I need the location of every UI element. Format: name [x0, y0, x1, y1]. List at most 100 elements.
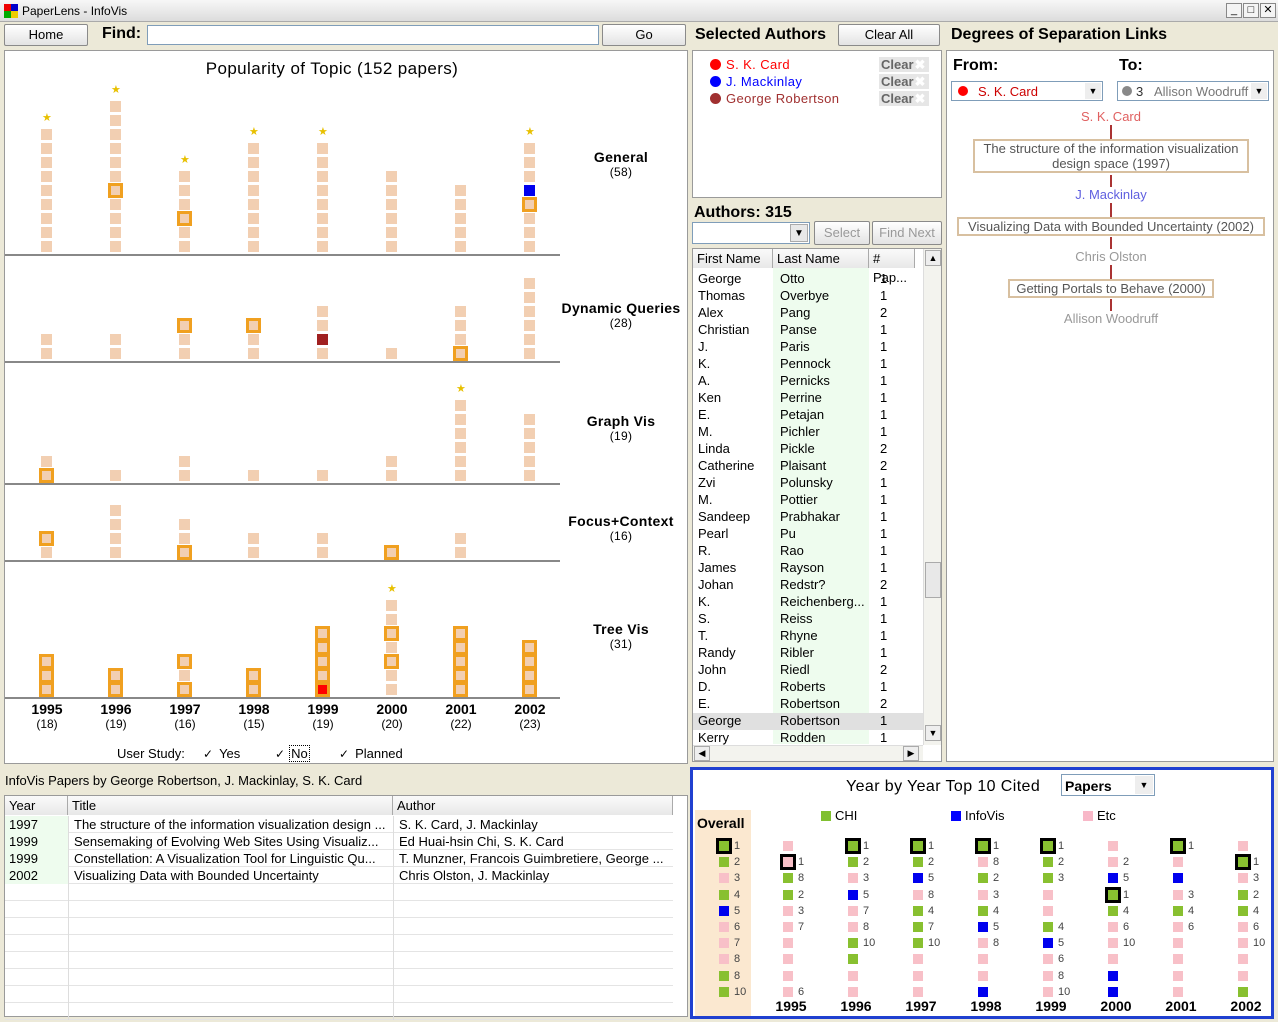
paper-square[interactable] [453, 654, 468, 669]
paper-square[interactable] [39, 468, 54, 483]
cited-paper-square[interactable] [848, 857, 858, 868]
cited-paper-square[interactable] [1043, 954, 1053, 965]
paper-square[interactable] [386, 614, 397, 625]
topic-label[interactable]: Tree Vis (31) [556, 621, 686, 651]
paper-square[interactable] [524, 306, 535, 317]
paper-square[interactable] [455, 199, 466, 210]
cited-paper-square[interactable] [978, 938, 988, 949]
paper-square[interactable] [386, 199, 397, 210]
cited-paper-square[interactable] [1238, 922, 1248, 932]
year-label[interactable]: 1995 (18) [22, 701, 72, 731]
author-row[interactable]: K. Reichenberg... 1 [693, 594, 923, 611]
chevron-down-icon[interactable]: ▼ [1085, 83, 1101, 99]
year-label[interactable]: 1998 (15) [229, 701, 279, 731]
paper-square[interactable] [110, 143, 121, 154]
paper-square[interactable] [455, 213, 466, 224]
paper-square[interactable] [41, 171, 52, 182]
author-row[interactable]: J. Paris 1 [693, 339, 923, 356]
to-select[interactable]: 3 Allison Woodruff ▼ [1117, 81, 1269, 101]
authors-vscrollbar[interactable]: ▲ ▼ [923, 249, 941, 745]
paper-square[interactable] [453, 346, 468, 361]
paper-square[interactable] [179, 241, 190, 252]
col-title[interactable]: Title [68, 796, 393, 815]
cited-paper-square[interactable] [1173, 938, 1183, 949]
cited-paper-square[interactable] [978, 970, 988, 981]
cited-paper-square[interactable] [719, 905, 729, 916]
no-checkbox-check-icon[interactable]: ✓ [275, 747, 286, 761]
paper-square[interactable] [455, 227, 466, 238]
paper-square[interactable] [524, 414, 535, 425]
cited-paper-square[interactable] [1173, 970, 1183, 981]
paper-square[interactable] [524, 143, 535, 154]
paper-square[interactable] [317, 213, 328, 224]
paper-square[interactable] [41, 227, 52, 238]
paper-square[interactable] [315, 640, 330, 655]
author-node[interactable]: J. Mackinlay [1075, 187, 1147, 202]
paper-square[interactable] [110, 101, 121, 112]
paper-row[interactable]: 1999 Constellation: A Visualization Tool … [5, 850, 673, 867]
author-row[interactable]: Sandeep Prabhakar 1 [693, 509, 923, 526]
cited-paper-square[interactable] [848, 970, 858, 981]
paper-square[interactable] [524, 292, 535, 303]
cited-paper-square[interactable] [848, 938, 858, 949]
cited-paper-square[interactable] [913, 905, 923, 916]
paper-square[interactable] [248, 213, 259, 224]
paper-square[interactable] [248, 143, 259, 154]
cited-paper-square[interactable] [1108, 922, 1118, 932]
author-row[interactable]: R. Rao 1 [693, 543, 923, 560]
author-row[interactable]: Zvi Polunsky 1 [693, 475, 923, 492]
paper-square[interactable] [386, 670, 397, 681]
paper-square[interactable] [524, 157, 535, 168]
cited-paper-square[interactable] [978, 889, 988, 900]
paper-square[interactable] [455, 470, 466, 481]
paper-square[interactable] [386, 185, 397, 196]
year-label[interactable]: 1996 (19) [91, 701, 141, 731]
paper-square[interactable] [317, 348, 328, 359]
scroll-up-icon[interactable]: ▲ [925, 250, 941, 266]
cited-paper-square[interactable] [719, 970, 729, 981]
scroll-right-icon[interactable]: ▶ [903, 746, 919, 761]
paper-square[interactable] [41, 129, 52, 140]
author-node[interactable]: Chris Olston [1075, 249, 1147, 264]
cited-paper-square[interactable] [978, 922, 988, 932]
top-cited-marker[interactable] [845, 838, 861, 854]
paper-square[interactable] [524, 470, 535, 481]
paper-square[interactable] [248, 199, 259, 210]
cited-paper-square[interactable] [719, 889, 729, 900]
paper-square[interactable] [317, 227, 328, 238]
author-row[interactable]: E. Petajan 1 [693, 407, 923, 424]
paper-square[interactable] [384, 545, 399, 560]
year-label[interactable]: 2000 (20) [367, 701, 417, 731]
cited-paper-square[interactable] [1238, 970, 1248, 981]
paper-square[interactable] [41, 157, 52, 168]
paper-square[interactable] [524, 428, 535, 439]
scroll-left-icon[interactable]: ◀ [694, 746, 710, 761]
year-label[interactable]: 2002 (23) [505, 701, 555, 731]
maximize-button[interactable]: □ [1243, 3, 1259, 18]
paper-square[interactable] [386, 227, 397, 238]
cited-paper-square[interactable] [978, 873, 988, 884]
paper-square[interactable] [455, 456, 466, 467]
paper-square[interactable] [455, 400, 466, 411]
paper-square[interactable] [179, 456, 190, 467]
paper-square[interactable] [524, 213, 535, 224]
author-search-dropdown[interactable]: ▼ [692, 222, 810, 244]
paper-square[interactable] [524, 278, 535, 289]
author-row[interactable]: A. Pernicks 1 [693, 373, 923, 390]
cited-paper-square[interactable] [1043, 970, 1053, 981]
select-button[interactable]: Select [814, 221, 870, 245]
author-row[interactable]: George Robertson 1 [693, 713, 923, 730]
paper-square[interactable] [179, 519, 190, 530]
find-next-button[interactable]: Find Next [872, 221, 942, 245]
cited-paper-square[interactable] [719, 857, 729, 868]
paper-row[interactable]: 2002 Visualizing Data with Bounded Uncert… [5, 867, 673, 884]
author-row[interactable]: M. Pichler 1 [693, 424, 923, 441]
paper-square[interactable] [41, 143, 52, 154]
cited-paper-square[interactable] [913, 986, 923, 997]
paper-square[interactable] [110, 171, 121, 182]
author-row[interactable]: Kerry Rodden 1 [693, 730, 923, 747]
clear-all-button[interactable]: Clear All [838, 24, 940, 46]
cited-paper-square[interactable] [1173, 873, 1183, 884]
top-cited-marker[interactable] [1105, 886, 1121, 903]
paper-square[interactable] [317, 143, 328, 154]
